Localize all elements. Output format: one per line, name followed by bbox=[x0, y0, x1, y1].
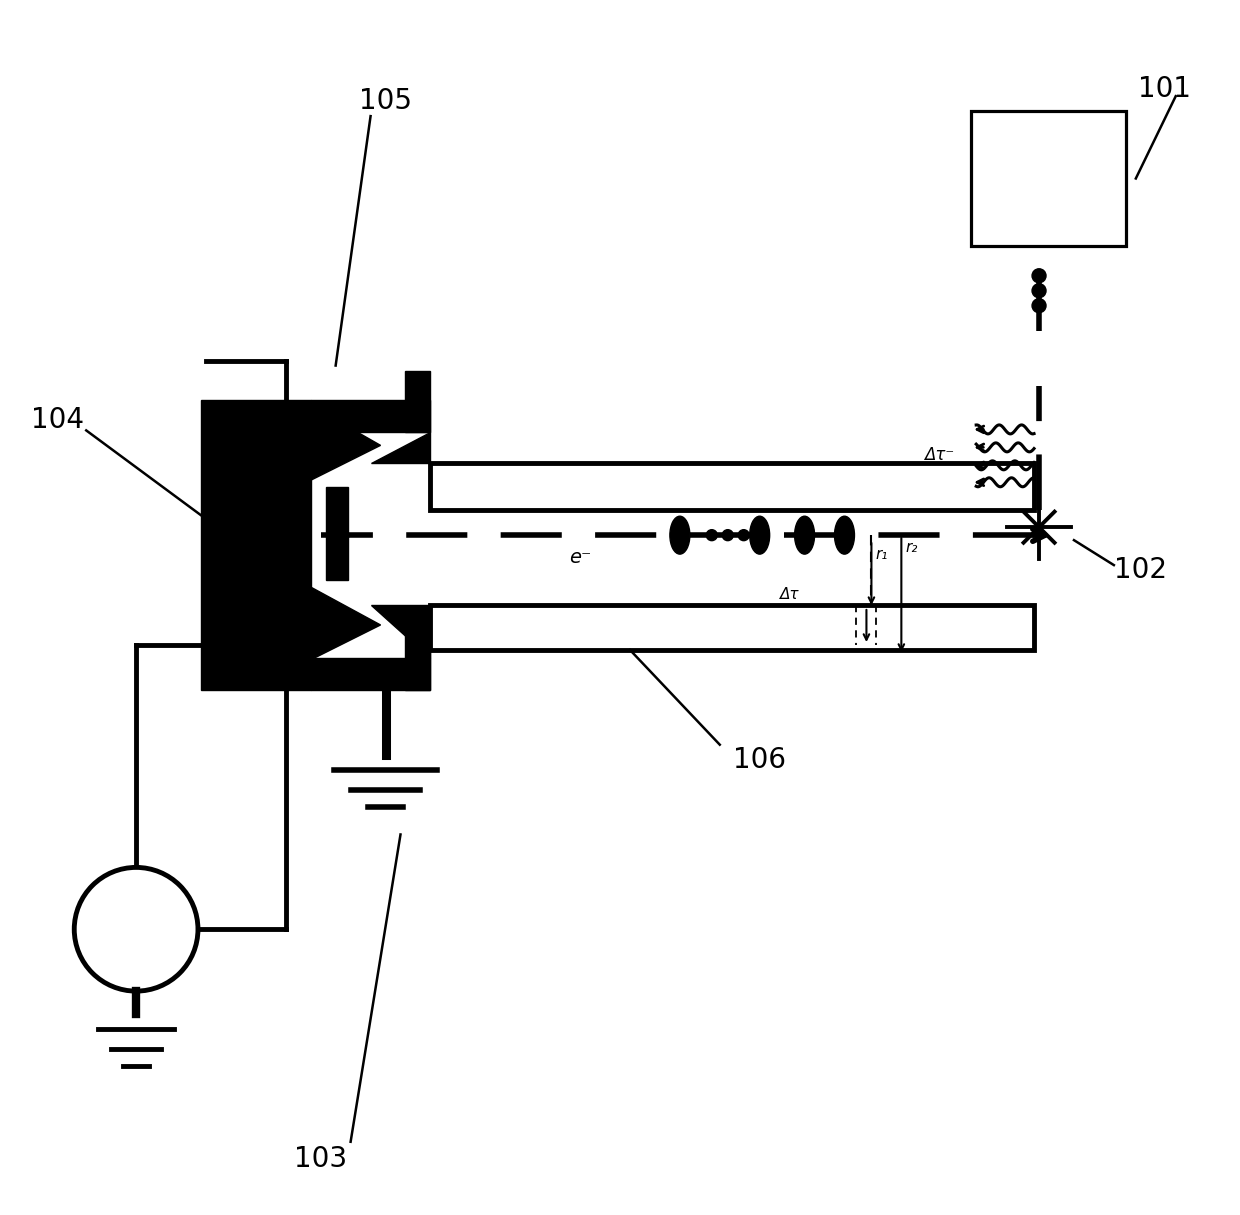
Circle shape bbox=[1032, 284, 1047, 298]
Bar bbox=[405, 371, 430, 433]
Text: Δτ: Δτ bbox=[780, 587, 800, 601]
Ellipse shape bbox=[750, 516, 770, 554]
Ellipse shape bbox=[795, 516, 815, 554]
Bar bbox=[430, 463, 1034, 510]
Text: e⁻: e⁻ bbox=[569, 548, 591, 566]
Circle shape bbox=[738, 530, 749, 541]
Circle shape bbox=[74, 868, 198, 991]
Ellipse shape bbox=[835, 516, 854, 554]
Text: 104: 104 bbox=[31, 407, 84, 435]
Circle shape bbox=[722, 530, 733, 541]
Bar bbox=[201, 401, 311, 690]
Text: 106: 106 bbox=[733, 746, 786, 774]
Circle shape bbox=[1032, 299, 1047, 312]
Polygon shape bbox=[371, 433, 430, 463]
Text: r₁: r₁ bbox=[875, 547, 888, 563]
Text: r₂: r₂ bbox=[905, 541, 918, 555]
Circle shape bbox=[1032, 269, 1047, 283]
Text: 101: 101 bbox=[1138, 75, 1190, 103]
Bar bbox=[430, 605, 1034, 650]
Bar bbox=[311, 657, 430, 690]
Bar bbox=[405, 628, 430, 690]
Bar bbox=[326, 487, 347, 580]
Text: 103: 103 bbox=[294, 1145, 347, 1172]
Circle shape bbox=[707, 530, 717, 541]
Ellipse shape bbox=[670, 516, 689, 554]
Text: 102: 102 bbox=[1114, 556, 1167, 584]
Text: 105: 105 bbox=[360, 87, 412, 115]
Polygon shape bbox=[371, 605, 430, 657]
Polygon shape bbox=[311, 587, 381, 660]
Bar bbox=[311, 401, 430, 433]
Polygon shape bbox=[311, 406, 381, 480]
Bar bbox=[971, 111, 1126, 245]
Text: Δτ⁻: Δτ⁻ bbox=[924, 446, 955, 464]
